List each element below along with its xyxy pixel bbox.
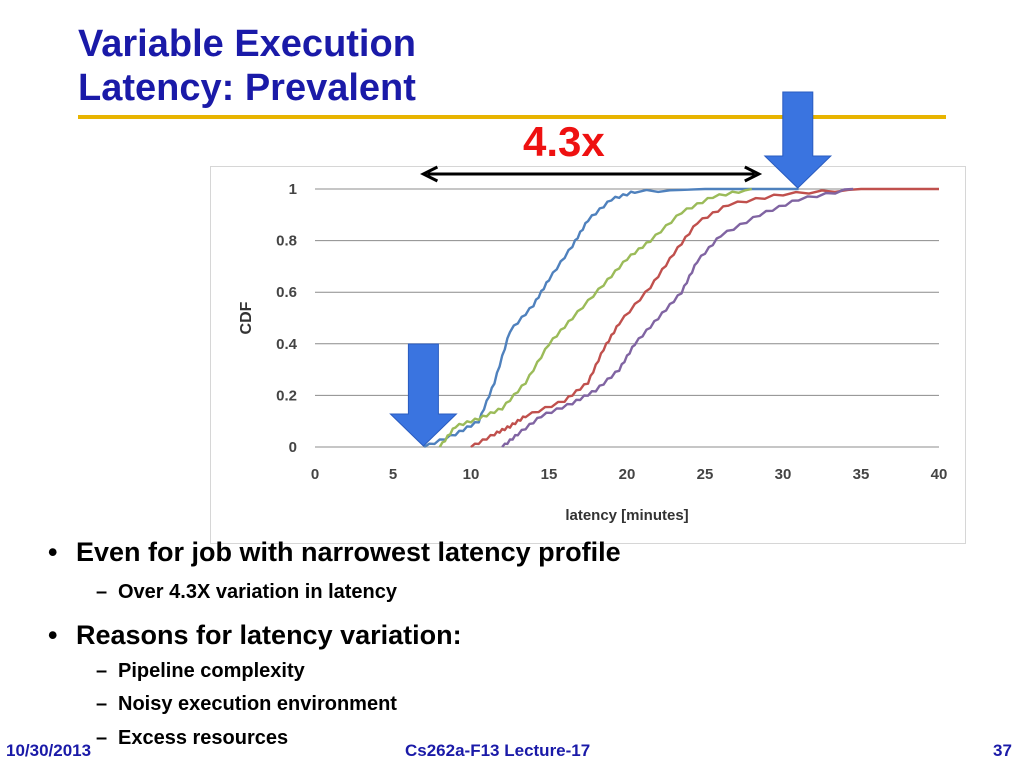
bullet-2-sub-3-text: Excess resources (118, 727, 289, 749)
y-tick-label: 0.6 (276, 284, 297, 301)
x-tick-label: 25 (697, 466, 714, 483)
x-tick-label: 10 (463, 466, 480, 483)
x-tick-label: 5 (389, 466, 397, 483)
x-tick-label: 15 (541, 466, 558, 483)
sub-bullet-dash: – (96, 581, 108, 603)
x-tick-label: 20 (619, 466, 636, 483)
bullet-2-sub-2-text: Noisy execution environment (118, 693, 397, 715)
bullet-2: • Reasons for latency variation: (48, 617, 462, 653)
footer-date: 10/30/2013 (6, 741, 92, 760)
x-tick-label: 0 (311, 466, 319, 483)
y-tick-label: 0.4 (276, 336, 298, 353)
slide-title: Variable Execution Latency: Prevalent (78, 22, 416, 110)
bullet-1: • Even for job with narrowest latency pro… (48, 534, 621, 570)
sub-bullet-dash: – (96, 660, 108, 682)
series-line-2 (438, 187, 753, 448)
x-tick-label: 30 (775, 466, 792, 483)
x-axis-label: latency [minutes] (565, 507, 688, 524)
bullet-dot: • (48, 537, 58, 567)
sub-bullet-dash: – (96, 693, 108, 715)
x-tick-label: 35 (853, 466, 870, 483)
title-underline (78, 115, 946, 119)
footer-page-number: 37 (993, 741, 1012, 760)
series-line-1 (423, 187, 799, 449)
bullet-dot: • (48, 620, 58, 650)
bullet-1-sub-1: – Over 4.3X variation in latency (96, 579, 397, 605)
cdf-chart-panel: 0 0.2 0.4 0.6 0.8 1 0 5 10 15 20 25 30 35 40 latency [m… (210, 166, 966, 544)
bullet-2-sub-3: – Excess resources (96, 725, 288, 751)
variation-callout: 4.3x (523, 118, 605, 165)
footer-course: Cs262a-F13 Lecture-17 (405, 741, 591, 760)
bullet-1-sub-1-text: Over 4.3X variation in latency (118, 581, 398, 603)
y-axis-label: CDF (238, 301, 255, 334)
slide-title-line-1: Variable Execution (78, 23, 416, 65)
sub-bullet-dash: – (96, 727, 108, 749)
y-tick-label: 0.2 (276, 387, 297, 404)
y-tick-label: 0.8 (276, 233, 297, 250)
x-tick-label: 40 (931, 466, 948, 483)
series-line-3 (470, 187, 939, 448)
series-line-4 (501, 187, 854, 448)
y-tick-label: 1 (289, 181, 297, 198)
bullet-2-sub-2: – Noisy execution environment (96, 691, 397, 717)
bullet-2-sub-1-text: Pipeline complexity (118, 660, 305, 682)
y-tick-label: 0 (289, 439, 297, 456)
slide-title-line-2: Latency: Prevalent (78, 67, 416, 109)
bullet-2-text: Reasons for latency variation: (76, 620, 462, 650)
bullet-2-sub-1: – Pipeline complexity (96, 658, 305, 684)
bullet-1-text: Even for job with narrowest latency prof… (76, 537, 621, 567)
